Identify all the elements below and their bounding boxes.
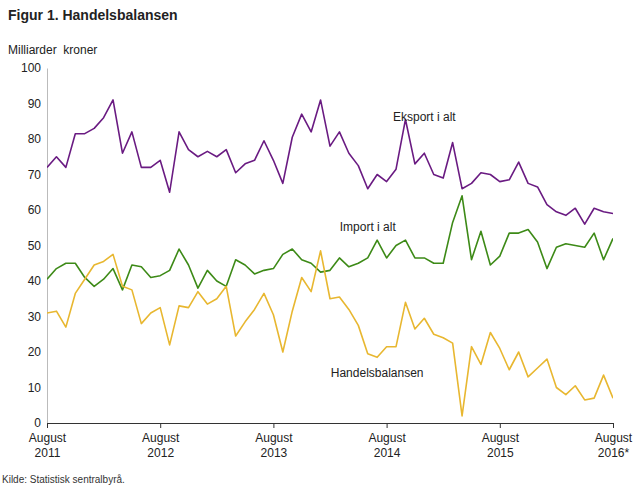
x-axis: August2011 August2012 August2013 August2014… bbox=[29, 423, 633, 460]
y-tick: 100 bbox=[21, 61, 47, 75]
x-axis-line bbox=[48, 423, 614, 424]
y-tick: 30 bbox=[28, 310, 47, 324]
title: Figur 1. Handelsbalansen bbox=[8, 7, 178, 23]
y-tick-label: 90 bbox=[28, 97, 42, 111]
y-tick-label: 70 bbox=[28, 168, 42, 182]
x-tick: August2011 bbox=[29, 423, 67, 460]
y-tick-label: 60 bbox=[28, 203, 42, 217]
x-tick: August2013 bbox=[255, 423, 293, 460]
y-axis-line bbox=[47, 69, 48, 424]
x-tick: August2012 bbox=[142, 423, 180, 460]
plot: 0102030405060708090100August2011August20… bbox=[21, 61, 633, 460]
series-line bbox=[47, 100, 613, 224]
y-tick-label: 0 bbox=[34, 416, 41, 430]
y-tick-label: 100 bbox=[21, 61, 41, 75]
x-tick: August2014 bbox=[368, 423, 406, 460]
y-tick: 90 bbox=[28, 97, 47, 111]
y-tick: 40 bbox=[28, 274, 47, 288]
y-tick: 80 bbox=[28, 132, 47, 146]
y-tick-label: 50 bbox=[28, 239, 42, 253]
y-tick: 10 bbox=[28, 381, 47, 395]
y-tick: 0 bbox=[34, 416, 47, 430]
x-tick-mark bbox=[160, 423, 161, 428]
y-tick-label: 30 bbox=[28, 310, 42, 324]
y-tick-label: 20 bbox=[28, 345, 42, 359]
series-label: Handelsbalansen bbox=[331, 366, 424, 380]
x-tick-mark bbox=[273, 423, 274, 428]
y-tick-label: 80 bbox=[28, 132, 42, 146]
y-axis-label: Milliarder kroner bbox=[8, 43, 97, 57]
x-tick-label: August2014 bbox=[368, 431, 406, 461]
x-tick-label: August2015 bbox=[482, 431, 520, 461]
chart: Figur 1. Handelsbalansen Milliarder krone… bbox=[0, 0, 639, 489]
x-tick: August2016* bbox=[595, 423, 633, 460]
x-tick-label: August2011 bbox=[29, 431, 67, 461]
x-tick-label: August2013 bbox=[255, 431, 293, 461]
x-tick-label: August2016* bbox=[595, 431, 633, 461]
y-tick: 70 bbox=[28, 168, 47, 182]
y-tick: 50 bbox=[28, 239, 47, 253]
series-line bbox=[47, 251, 613, 416]
y-tick-label: 10 bbox=[28, 381, 42, 395]
series-label: Eksport i alt bbox=[393, 110, 456, 124]
x-tick-label: August2012 bbox=[142, 431, 180, 461]
lines bbox=[47, 100, 613, 416]
y-axis: 0 10 20 30 40 50 60 70 80 90 100 bbox=[21, 61, 48, 430]
x-tick-mark bbox=[500, 423, 501, 428]
x-tick-mark bbox=[47, 423, 48, 428]
x-tick: August2015 bbox=[482, 423, 520, 460]
y-tick: 20 bbox=[28, 345, 47, 359]
source: Kilde: Statistisk sentralbyrå. bbox=[2, 474, 125, 485]
y-tick: 60 bbox=[28, 203, 47, 217]
series-line bbox=[47, 196, 613, 290]
x-tick-mark bbox=[613, 423, 614, 428]
series-label: Import i alt bbox=[340, 220, 397, 234]
y-tick-label: 40 bbox=[28, 274, 42, 288]
x-tick-mark bbox=[387, 423, 388, 428]
